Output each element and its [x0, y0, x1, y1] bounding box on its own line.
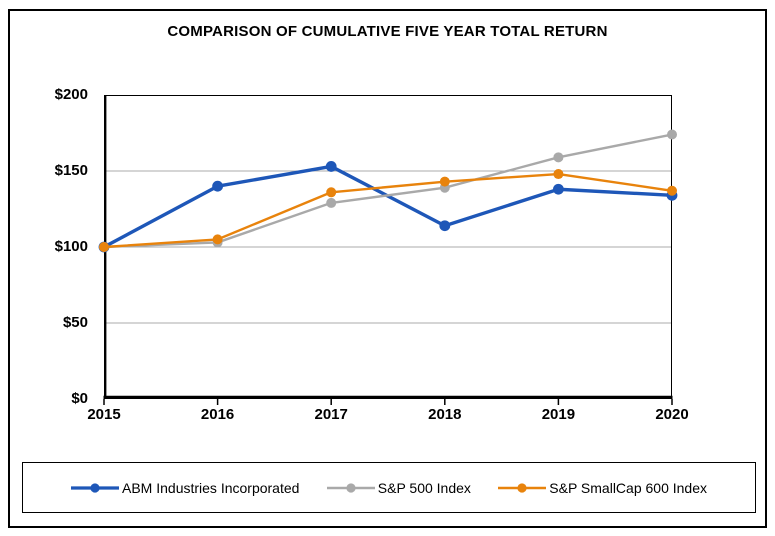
legend-item: ABM Industries Incorporated — [71, 480, 299, 496]
y-axis-label: $0 — [71, 390, 88, 407]
legend-label: ABM Industries Incorporated — [122, 479, 300, 496]
data-point-marker — [212, 234, 223, 245]
legend-item: S&P SmallCap 600 Index — [498, 480, 707, 496]
legend: ABM Industries Incorporated S&P 500 Index… — [22, 462, 756, 513]
series-line — [102, 133, 674, 249]
data-point-marker — [553, 152, 564, 163]
x-axis-label: 2020 — [655, 406, 689, 423]
data-point-marker — [553, 183, 564, 195]
data-point-marker — [553, 169, 564, 180]
x-axis-label: 2015 — [87, 406, 121, 423]
data-point-marker — [212, 180, 223, 192]
chart-title: COMPARISON OF CUMULATIVE FIVE YEAR TOTAL… — [167, 23, 608, 40]
data-point-marker — [99, 242, 109, 252]
legend-marker-icon — [498, 482, 547, 493]
y-axis-label: $100 — [54, 238, 88, 255]
x-axis-label: 2018 — [428, 406, 462, 423]
data-point-marker — [326, 197, 337, 208]
legend-label: S&P 500 Index — [377, 479, 471, 496]
page-border — [8, 9, 767, 528]
data-point-marker — [326, 187, 337, 198]
data-point-marker — [325, 161, 337, 172]
x-axis-label: 2016 — [200, 406, 235, 423]
x-axis-label: 2019 — [541, 406, 576, 423]
line-chart-canvas — [98, 95, 678, 405]
legend-marker-icon — [326, 482, 375, 493]
series-line — [102, 172, 674, 249]
y-axis-label: $50 — [62, 314, 88, 331]
data-point-marker — [439, 220, 451, 232]
plot-area — [98, 95, 678, 405]
data-point-marker — [439, 176, 450, 187]
x-axis-label: 2017 — [314, 406, 348, 423]
x-axis-labels: 2015 2016 2017 2018 2019 2020 — [87, 406, 688, 426]
legend-label: S&P SmallCap 600 Index — [549, 479, 707, 496]
data-point-marker — [667, 185, 677, 196]
legend-marker-icon — [71, 482, 119, 493]
data-point-marker — [667, 129, 677, 140]
y-axis-label: $150 — [54, 162, 88, 179]
y-axis-labels: $0 $50 $100 $150 $200 — [38, 86, 96, 407]
legend-item: S&P 500 Index — [326, 479, 471, 496]
y-axis-label: $200 — [54, 86, 88, 103]
